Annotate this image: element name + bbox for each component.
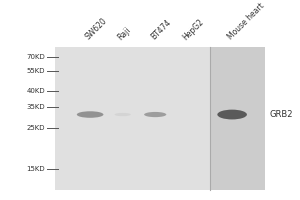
Text: SW620: SW620 xyxy=(84,17,109,42)
Text: 40KD: 40KD xyxy=(26,88,45,94)
Text: 35KD: 35KD xyxy=(26,104,45,110)
Bar xyxy=(210,47,265,190)
Text: Mouse heart: Mouse heart xyxy=(226,2,266,42)
Ellipse shape xyxy=(77,111,103,118)
Text: 15KD: 15KD xyxy=(26,166,45,172)
Bar xyxy=(55,47,210,190)
Ellipse shape xyxy=(115,113,131,116)
Text: 25KD: 25KD xyxy=(27,125,45,131)
Bar xyxy=(55,47,265,190)
Text: 55KD: 55KD xyxy=(27,68,45,74)
Text: BT474: BT474 xyxy=(149,18,172,42)
Text: HepG2: HepG2 xyxy=(182,17,206,42)
Ellipse shape xyxy=(217,110,247,119)
Text: 70KD: 70KD xyxy=(26,54,45,60)
Text: Raji: Raji xyxy=(116,25,133,42)
Text: GRB2: GRB2 xyxy=(269,110,292,119)
Ellipse shape xyxy=(144,112,166,117)
